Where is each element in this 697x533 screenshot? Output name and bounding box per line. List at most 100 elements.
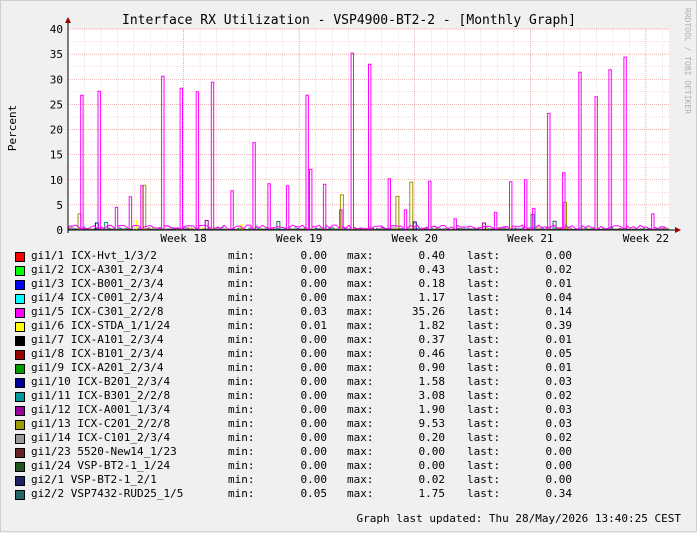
legend-min-label: min: — [228, 473, 255, 486]
y-axis-arrow — [65, 17, 71, 23]
legend-last-label: last: — [467, 291, 500, 304]
legend-last-label: last: — [467, 347, 500, 360]
x-tick-label: Week 21 — [507, 232, 553, 245]
y-tick-label: 25 — [50, 98, 63, 111]
legend-last-value: 0.02 — [515, 431, 572, 444]
legend-series-name: gi1/12 ICX-A001_1/3/4 — [31, 403, 170, 416]
legend-last-value: 0.01 — [515, 277, 572, 290]
legend-max-label: max: — [347, 389, 374, 402]
legend-swatch — [15, 462, 25, 472]
legend-min-label: min: — [228, 361, 255, 374]
legend-min-label: min: — [228, 445, 255, 458]
legend-min-label: min: — [228, 389, 255, 402]
x-tick-label: Week 19 — [276, 232, 322, 245]
legend-min-value: 0.05 — [277, 487, 327, 500]
legend-series-name: gi1/14 ICX-C101_2/3/4 — [31, 431, 170, 444]
legend-max-label: max: — [347, 487, 374, 500]
legend-min-value: 0.03 — [277, 305, 327, 318]
legend-last-label: last: — [467, 459, 500, 472]
y-tick-label: 30 — [50, 73, 63, 86]
legend-swatch — [15, 448, 25, 458]
legend-swatch — [15, 476, 25, 486]
legend-last-value: 0.02 — [515, 263, 572, 276]
legend-last-label: last: — [467, 333, 500, 346]
legend-last-value: 0.00 — [515, 459, 572, 472]
legend-min-value: 0.00 — [277, 445, 327, 458]
legend-last-value: 0.00 — [515, 473, 572, 486]
legend-max-label: max: — [347, 249, 374, 262]
y-axis-label: Percent — [6, 105, 19, 151]
legend-max-label: max: — [347, 361, 374, 374]
legend-max-label: max: — [347, 263, 374, 276]
legend-swatch — [15, 294, 25, 304]
y-tick-label: 10 — [50, 174, 63, 187]
legend-series-name: gi1/10 ICX-B201_2/3/4 — [31, 375, 170, 388]
x-tick-label: Week 18 — [160, 232, 206, 245]
legend-series-name: gi1/2 ICX-A301_2/3/4 — [31, 263, 163, 276]
legend-min-value: 0.00 — [277, 347, 327, 360]
legend-last-value: 0.03 — [515, 375, 572, 388]
legend-min-label: min: — [228, 305, 255, 318]
y-tick-label: 15 — [50, 149, 63, 162]
legend-min-label: min: — [228, 375, 255, 388]
legend-swatch — [15, 406, 25, 416]
legend-max-label: max: — [347, 333, 374, 346]
legend-last-label: last: — [467, 361, 500, 374]
x-tick-label: Week 22 — [623, 232, 669, 245]
legend-last-value: 0.05 — [515, 347, 572, 360]
legend-max-value: 1.90 — [395, 403, 445, 416]
legend-last-label: last: — [467, 263, 500, 276]
legend-swatch — [15, 252, 25, 262]
legend-max-value: 0.40 — [395, 249, 445, 262]
legend-series-name: gi1/4 ICX-C001_2/3/4 — [31, 291, 163, 304]
legend-max-label: max: — [347, 277, 374, 290]
legend-max-value: 3.08 — [395, 389, 445, 402]
x-axis-arrow — [675, 227, 681, 233]
legend-min-value: 0.00 — [277, 417, 327, 430]
legend-last-value: 0.01 — [515, 361, 572, 374]
legend-max-value: 1.58 — [395, 375, 445, 388]
legend-swatch — [15, 378, 25, 388]
legend-series-name: gi1/23 5520-New14_1/23 — [31, 445, 177, 458]
legend-min-label: min: — [228, 459, 255, 472]
legend-min-label: min: — [228, 319, 255, 332]
y-tick-label: 35 — [50, 48, 63, 61]
legend-max-label: max: — [347, 431, 374, 444]
legend-series-name: gi1/11 ICX-B301_2/2/8 — [31, 389, 170, 402]
legend-max-value: 0.90 — [395, 361, 445, 374]
legend-last-value: 0.03 — [515, 403, 572, 416]
legend-last-label: last: — [467, 375, 500, 388]
legend-last-label: last: — [467, 249, 500, 262]
legend-series-name: gi1/7 ICX-A101_2/3/4 — [31, 333, 163, 346]
legend-series-name: gi1/24 VSP-BT2-1_1/24 — [31, 459, 170, 472]
legend-min-value: 0.00 — [277, 389, 327, 402]
legend-swatch — [15, 336, 25, 346]
legend-max-value: 0.43 — [395, 263, 445, 276]
legend-min-value: 0.00 — [277, 431, 327, 444]
legend-min-value: 0.00 — [277, 403, 327, 416]
legend-series-name: gi2/1 VSP-BT2-1_2/1 — [31, 473, 157, 486]
legend-swatch — [15, 266, 25, 276]
legend-series-name: gi1/8 ICX-B101_2/3/4 — [31, 347, 163, 360]
legend-min-value: 0.00 — [277, 473, 327, 486]
legend-series-name: gi1/13 ICX-C201_2/2/8 — [31, 417, 170, 430]
legend-swatch — [15, 280, 25, 290]
legend-min-label: min: — [228, 417, 255, 430]
legend-min-value: 0.00 — [277, 291, 327, 304]
legend-max-value: 0.20 — [395, 431, 445, 444]
legend-min-value: 0.00 — [277, 459, 327, 472]
legend-min-value: 0.01 — [277, 319, 327, 332]
legend-min-value: 0.00 — [277, 361, 327, 374]
legend-max-value: 0.02 — [395, 473, 445, 486]
legend-max-label: max: — [347, 459, 374, 472]
y-tick-label: 0 — [56, 224, 63, 237]
legend-series-name: gi1/5 ICX-C301_2/2/8 — [31, 305, 163, 318]
